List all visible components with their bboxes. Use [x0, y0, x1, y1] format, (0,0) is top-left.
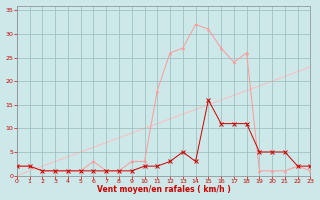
X-axis label: Vent moyen/en rafales ( km/h ): Vent moyen/en rafales ( km/h ) — [97, 185, 230, 194]
